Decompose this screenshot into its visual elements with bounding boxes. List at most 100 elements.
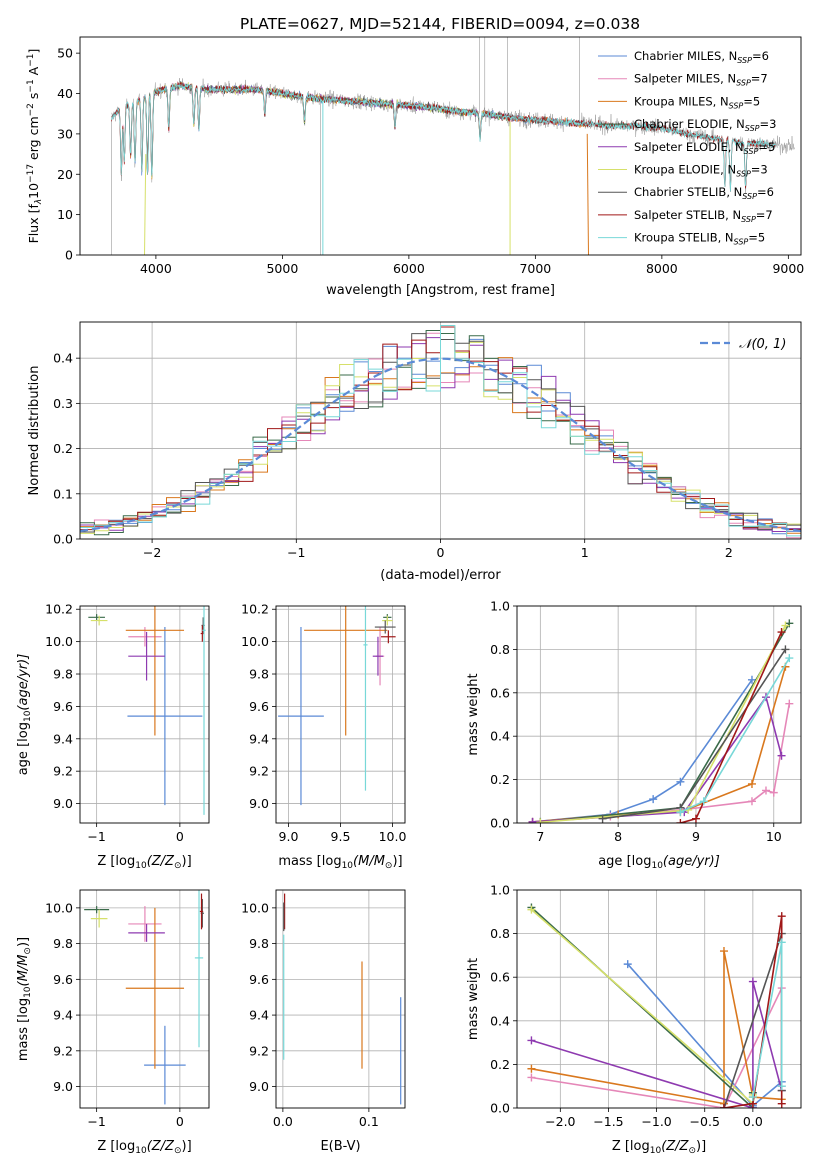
frame-age_vs_Z xyxy=(79,605,210,824)
marker-kroupa_stelib xyxy=(676,808,685,817)
marker-kroupa_elodie xyxy=(781,621,790,630)
age-vs-mass-xlabel: mass [log10(M/M⊙)] xyxy=(278,854,402,871)
y-tick-label: 9.2 xyxy=(53,1043,73,1058)
marker-kroupa_stelib xyxy=(777,1082,786,1091)
model-edge xyxy=(586,133,589,255)
y-tick-label: 9.0 xyxy=(249,1079,269,1094)
axes-mass_vs_Z: −1 0 9.0 9.2 9.4 9.6 9.8 10.0 xyxy=(45,890,209,1129)
marker-salpeter_elodie xyxy=(528,817,537,823)
y-tick-label: 9.6 xyxy=(249,972,269,987)
y-tick-label: 0.3 xyxy=(53,396,73,411)
marker-salpeter_stelib xyxy=(719,1104,728,1108)
spectrum-plot xyxy=(111,37,795,255)
histogram-kroupa_stelib xyxy=(80,325,801,537)
legend-label: Chabrier MILES, NSSP=6 xyxy=(634,49,769,65)
lines-weight_vs_age xyxy=(528,619,794,823)
frame-spectrum xyxy=(79,36,802,256)
y-tick-label: 0.0 xyxy=(490,1101,510,1116)
marker-salpeter_elodie xyxy=(748,977,757,986)
x-tick-label: 8 xyxy=(614,829,622,844)
marker-salpeter_stelib xyxy=(691,814,700,823)
axes-mass_vs_ebv: 0.0 0.1 9.0 9.2 9.4 9.6 9.8 10.0 xyxy=(241,890,405,1129)
weight-vs-Z-xlabel: Z [log10(Z/Z⊙)] xyxy=(612,1139,706,1156)
y-tick-label: 0 xyxy=(65,248,73,263)
series-kroupa_miles xyxy=(532,666,787,823)
marker-kroupa_elodie xyxy=(527,905,536,914)
frame-mass_vs_ebv xyxy=(275,889,406,1109)
series-salpeter_elodie xyxy=(531,981,783,1108)
model-spectrum-salpeter_miles xyxy=(115,82,587,176)
age-vs-Z-xlabel: Z [log10(Z/Z⊙)] xyxy=(97,854,191,871)
histogram-plot xyxy=(80,325,801,539)
marker-chabrier_stelib xyxy=(781,645,790,654)
marker-salpeter_stelib xyxy=(777,1099,786,1108)
y-tick-label: 10.0 xyxy=(241,634,269,649)
y-tick-label: 9.6 xyxy=(53,699,73,714)
y-tick-label: 0.1 xyxy=(53,486,73,501)
x-tick-label: 9 xyxy=(692,829,700,844)
legend-label: Chabrier STELIB, NSSP=6 xyxy=(634,185,774,201)
y-tick-label: 9.8 xyxy=(53,936,73,951)
series-salpeter_elodie xyxy=(532,695,783,823)
mass-vs-ebv-xlabel: E(B-V) xyxy=(320,1139,360,1154)
y-tick-label: 1.0 xyxy=(490,883,510,898)
residuals-xlabel: (data-model)/error xyxy=(380,568,501,583)
residuals-legend: 𝒩(0, 1) xyxy=(700,337,786,352)
axes-residuals: −2 −1 0 1 2 0.0 0.1 0.2 0.3 0.4 xyxy=(53,322,801,560)
lines-weight_vs_Z xyxy=(527,903,786,1108)
y-tick-label: 0.8 xyxy=(490,926,510,941)
x-tick-label: 9000 xyxy=(772,261,804,276)
y-tick-label: 1.0 xyxy=(490,599,510,614)
marker-chabrier_miles xyxy=(747,675,756,684)
legend-label: Kroupa MILES, NSSP=5 xyxy=(634,94,760,110)
marker-kroupa_miles xyxy=(527,1064,536,1073)
x-tick-label: 0 xyxy=(176,1114,184,1129)
y-tick-label: 0.2 xyxy=(490,1057,510,1072)
marker-kroupa_stelib xyxy=(785,654,794,663)
y-tick-label: 0.4 xyxy=(53,351,73,366)
model-spectrum-kroupa_miles xyxy=(115,81,587,180)
model-edge xyxy=(144,154,147,255)
marker-kroupa_miles xyxy=(719,947,728,956)
y-tick-label: 9.0 xyxy=(53,1079,73,1094)
spectrum-ylabel: Flux [fλ10−17 erg cm−2 s−1 A−1] xyxy=(26,49,44,244)
y-tick-label: 0.2 xyxy=(53,441,73,456)
y-tick-label: 9.4 xyxy=(53,731,73,746)
y-tick-label: 9.4 xyxy=(249,1008,269,1023)
y-tick-label: 10.0 xyxy=(45,634,73,649)
series-chabrier_elodie xyxy=(530,906,754,1108)
marker-salpeter_miles xyxy=(747,797,756,806)
y-tick-label: 0.8 xyxy=(490,642,510,657)
y-tick-label: 9.2 xyxy=(53,764,73,779)
frame-mass_vs_Z xyxy=(79,889,210,1109)
y-tick-label: 9.6 xyxy=(53,972,73,987)
spectrum-legend: Chabrier MILES, NSSP=6 Salpeter MILES, NS… xyxy=(598,49,776,247)
mass-vs-Z-xlabel: Z [log10(Z/Z⊙)] xyxy=(97,1139,191,1156)
y-tick-label: 0.6 xyxy=(490,685,510,700)
model-spectrum-kroupa_stelib xyxy=(111,83,776,192)
x-tick-label: 0 xyxy=(437,545,445,560)
legend-label: Kroupa ELODIE, NSSP=3 xyxy=(634,163,768,179)
x-tick-label: 0.0 xyxy=(273,1114,293,1129)
frame-weight_vs_Z xyxy=(516,889,802,1109)
legend-label: Chabrier ELODIE, NSSP=3 xyxy=(634,117,776,133)
y-tick-label: 50 xyxy=(57,46,73,61)
y-tick-label: 9.4 xyxy=(53,1008,73,1023)
x-tick-label: −2.0 xyxy=(545,1114,575,1129)
axes-age_vs_Z: −1 0 9.0 9.2 9.4 9.6 9.8 10.0 10.2 xyxy=(45,602,209,844)
marker-salpeter_miles xyxy=(527,1073,536,1082)
x-tick-label: 7000 xyxy=(519,261,551,276)
x-tick-label: 10.0 xyxy=(379,829,407,844)
x-tick-label: 0.1 xyxy=(359,1114,379,1129)
x-tick-label: −1 xyxy=(87,829,105,844)
y-tick-label: 40 xyxy=(57,86,73,101)
x-tick-label: −1.0 xyxy=(641,1114,671,1129)
residuals-ylabel: Normed distribution xyxy=(27,366,42,496)
weight-vs-age-xlabel: age [log10(age/yr)] xyxy=(598,854,720,871)
legend-label: Salpeter ELODIE, NSSP=5 xyxy=(634,140,775,156)
marker-salpeter_stelib xyxy=(676,819,685,823)
normal-curve xyxy=(80,357,801,533)
axes-age_vs_mass: 9.0 9.5 10.0 9.0 9.2 9.4 9.6 9.8 10.0 10.2 xyxy=(241,602,406,844)
y-tick-label: 10.2 xyxy=(241,602,269,617)
